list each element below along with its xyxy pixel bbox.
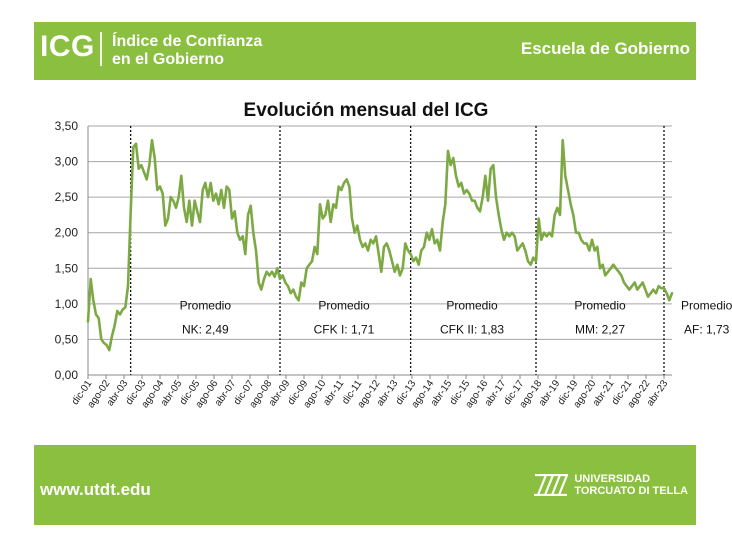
period-annotation-label: Promedio — [446, 299, 498, 313]
utdt-stripes-icon — [534, 474, 569, 496]
icg-line-chart: 0,000,501,001,502,002,503,003,50dic-01ag… — [55, 119, 732, 410]
period-annotation-label: Promedio — [574, 299, 626, 313]
y-tick-label: 3,00 — [55, 155, 79, 169]
y-tick-label: 0,50 — [55, 332, 79, 346]
subtitle-line-1: Índice de Confianza — [112, 33, 263, 50]
subtitle-line-2: en el Gobierno — [112, 51, 225, 68]
chart-title: Evolución mensual del ICG — [243, 100, 489, 121]
header-banner: ICG Índice de Confianza en el Gobierno E… — [34, 22, 696, 80]
school-name: Escuela de Gobierno — [520, 39, 690, 58]
period-annotation-value: CFK II: 1,83 — [440, 323, 504, 337]
footer-banner: www.utdt.edu UNIVERSIDAD TORCUATO DI TEL… — [34, 445, 696, 525]
university-line-1: UNIVERSIDAD — [574, 473, 651, 485]
website-link[interactable]: www.utdt.edu — [40, 480, 151, 499]
period-annotation-label: Promedio — [180, 299, 232, 313]
university-logo: UNIVERSIDAD TORCUATO DI TELLA — [532, 473, 688, 497]
icg-subtitle: Índice de Confianza en el Gobierno — [112, 33, 262, 69]
icg-series-line — [86, 138, 674, 352]
period-annotation-label: Promedio — [318, 299, 370, 313]
y-tick-label: 1,00 — [55, 297, 79, 311]
y-tick-label: 0,00 — [55, 368, 79, 382]
y-tick-label: 2,00 — [55, 226, 79, 240]
university-line-2: TORCUATO DI TELLA — [574, 485, 688, 497]
y-tick-label: 2,50 — [55, 190, 79, 204]
period-annotation-value: NK: 2,49 — [182, 323, 229, 337]
period-annotation-label: Promedio — [681, 299, 732, 313]
period-annotation-value: MM: 2,27 — [575, 323, 625, 337]
period-annotation-value: AF: 1,73 — [684, 323, 730, 337]
period-annotation-value: CFK I: 1,71 — [314, 323, 375, 337]
y-tick-label: 1,50 — [55, 261, 79, 275]
y-tick-label: 3,50 — [55, 119, 79, 133]
logo-separator — [100, 32, 102, 66]
icg-logo: ICG — [40, 30, 95, 63]
